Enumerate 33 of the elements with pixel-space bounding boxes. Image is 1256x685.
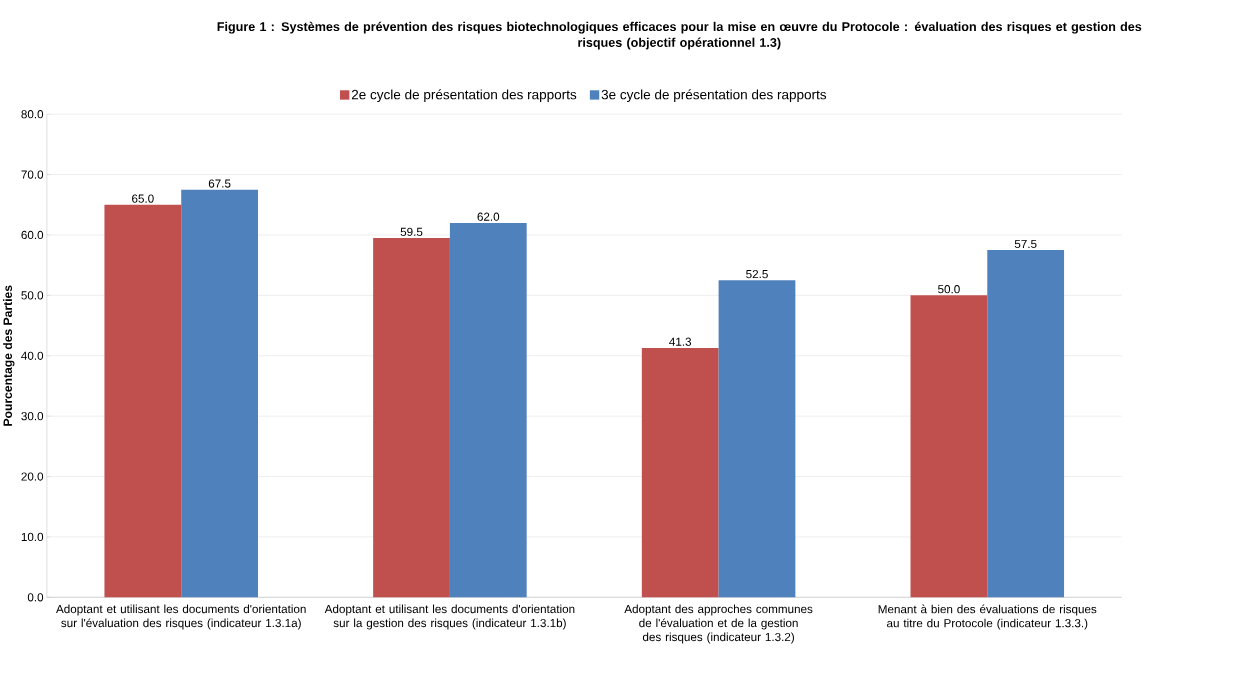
data-label: 59.5 — [400, 227, 423, 236]
bar — [373, 237, 450, 598]
x-tick-label: Menant à bien des évaluations de risques au titre du Protocole (indicateur 1.3.3.) — [878, 604, 1097, 630]
bar — [104, 204, 182, 598]
legend-label: 2e cycle de présentation des rapports — [351, 89, 577, 102]
y-tick-label: 70.0 — [21, 170, 44, 179]
x-tick-label: Adoptant et utilisant les documents d'orientation sur la gestion des risques (indicateur 1.3.1b) — [324, 604, 575, 630]
bar — [181, 189, 258, 598]
y-tick-label: 60.0 — [21, 230, 44, 239]
y-tick-label: 40.0 — [21, 351, 44, 360]
data-label: 67.5 — [208, 179, 231, 188]
chart-title: Figure 1 : Systèmes de prévention des risques biotechnologiques efficaces pour la mise en œuvre du Protocole : évaluation des risques et gestion des risques (objectif opérationnel 1.3) — [217, 21, 1142, 50]
y-axis-title: Pourcentage des Parties — [3, 285, 15, 426]
data-label: 52.5 — [746, 269, 768, 279]
y-tick-label: 20.0 — [21, 472, 44, 481]
bar — [449, 222, 527, 598]
y-tick-label: 80.0 — [21, 109, 44, 119]
data-label: 65.0 — [132, 194, 154, 203]
y-tick-label: 50.0 — [21, 291, 44, 300]
bar — [718, 280, 796, 598]
y-tick-label: 30.0 — [21, 411, 44, 421]
x-tick-label: Adoptant des approches communes de l'évaluation et de la gestion des risques (indicateur 1.3.2) — [624, 604, 813, 644]
y-tick-label: 10.0 — [21, 532, 44, 541]
data-label: 57.5 — [1014, 239, 1037, 248]
bar — [910, 295, 988, 598]
y-tick-label: 0.0 — [27, 593, 44, 602]
data-label: 50.0 — [938, 284, 960, 294]
legend-label: 3e cycle de présentation des rapports — [601, 89, 827, 102]
x-tick-label: Adoptant et utilisant les documents d'orientation sur l'évaluation des risques (indicateur 1.3.1a) — [56, 604, 306, 630]
data-label: 41.3 — [669, 337, 692, 346]
bar — [987, 249, 1065, 598]
bar — [641, 347, 719, 598]
data-label: 62.0 — [477, 212, 500, 221]
